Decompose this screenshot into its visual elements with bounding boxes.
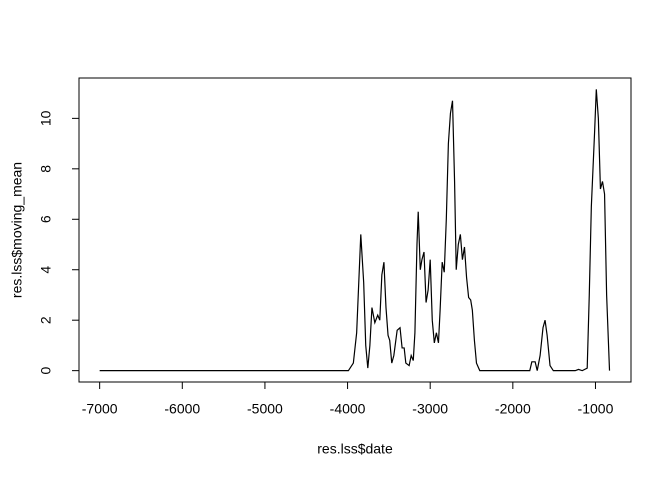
y-tick-label: 4 [38, 266, 54, 274]
y-tick-label: 0 [38, 367, 54, 375]
plot-box [78, 77, 632, 383]
x-tick-label: -4000 [330, 401, 366, 417]
y-tick-label: 2 [38, 316, 54, 324]
data-line [99, 89, 611, 372]
y-tick-label: 10 [38, 110, 54, 126]
x-tick-label: -5000 [247, 401, 283, 417]
x-tick-label: -2000 [495, 401, 531, 417]
y-axis-label: res.lss$moving_mean [9, 162, 25, 298]
x-tick-label: -1000 [578, 401, 614, 417]
y-tick-label: 8 [38, 165, 54, 173]
x-tick-label: -6000 [164, 401, 200, 417]
x-tick-label: -3000 [412, 401, 448, 417]
x-tick-label: -7000 [82, 401, 118, 417]
x-axis-label: res.lss$date [317, 441, 393, 457]
y-tick-label: 6 [38, 215, 54, 223]
